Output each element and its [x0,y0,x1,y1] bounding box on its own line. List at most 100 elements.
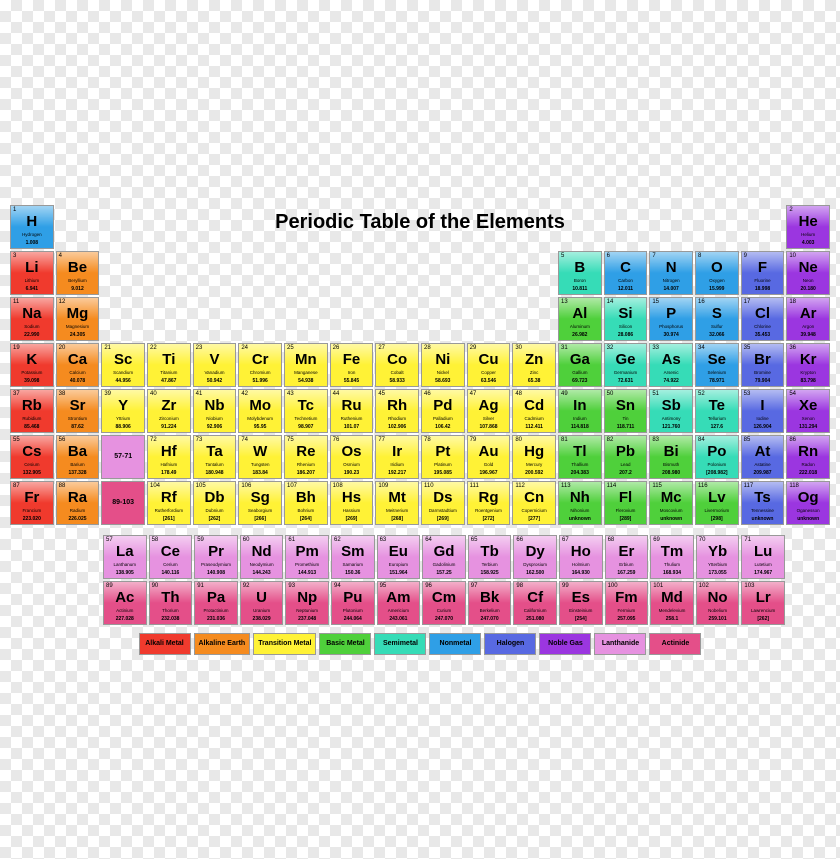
element-name: Thallium [561,463,599,468]
element-symbol: Am [380,590,418,605]
legend-basic: Basic Metal [319,633,371,655]
element-symbol: Th [152,590,190,605]
element-ru: 44RuRuthenium101.07 [330,389,374,433]
element-name: Neptunium [288,609,326,614]
element-symbol: Ds [424,490,462,505]
atomic-mass: 95.95 [241,425,279,430]
atomic-number: 96 [425,583,463,589]
atomic-number: 90 [152,583,190,589]
element-name: Rubidium [13,417,51,422]
atomic-number: 55 [13,437,51,443]
atomic-number: 84 [698,437,736,443]
element-name: Iodine [744,417,782,422]
element-rn: 86RnRadon222.018 [786,435,830,479]
element-at: 85AtAstatine209.987 [741,435,785,479]
element-symbol: Sc [104,352,142,367]
element-name: Xenon [789,417,827,422]
atomic-mass: 83.798 [789,379,827,384]
atomic-mass: 207.2 [607,471,645,476]
element-po: 84PoPolonium[208.982] [695,435,739,479]
element-symbol: Lu [744,544,782,559]
element-name: Phosphorus [652,325,690,330]
element-name: Cadmium [515,417,553,422]
atomic-mass: 112.411 [515,425,553,430]
element-name: Cesium [13,463,51,468]
element-tc: 43TcTechnetium98.907 [284,389,328,433]
atomic-number: 66 [516,537,554,543]
element-name: Iridium [378,463,416,468]
element-sn: 50SnTin118.711 [604,389,648,433]
atomic-mass: 85.468 [13,425,51,430]
element-symbol: Cr [241,352,279,367]
element-lv: 116LvLivermorium[298] [695,481,739,525]
atomic-mass: 1.008 [13,241,51,246]
element-symbol: Cs [13,444,51,459]
element-md: 101MdMendelevium258.1 [650,581,694,625]
atomic-mass: 44.956 [104,379,142,384]
element-name: Magnesium [59,325,97,330]
atomic-number: 91 [197,583,235,589]
element-symbol: C [607,260,645,275]
element-symbol: Gd [425,544,463,559]
element-ac: 89AcActinium227.028 [103,581,147,625]
element-rg: 111RgRoentgenium[272] [467,481,511,525]
atomic-mass: 157.25 [425,571,463,576]
atomic-mass: 209.987 [744,471,782,476]
atomic-mass: 208.980 [652,471,690,476]
element-name: Nitrogen [652,279,690,284]
element-ce: 58CeCerium140.116 [149,535,193,579]
element-symbol: S [698,306,736,321]
element-symbol: Mg [59,306,97,321]
atomic-number: 56 [59,437,97,443]
element-name: Carbon [607,279,645,284]
element-pb: 82PbLead207.2 [604,435,648,479]
atomic-number: 50 [607,391,645,397]
element-symbol: Rf [150,490,188,505]
atomic-mass: 51.996 [241,379,279,384]
atomic-mass: [269] [333,517,371,522]
atomic-mass: 232.038 [152,617,190,622]
element-o: 8OOxygen15.999 [695,251,739,295]
element-name: Thulium [653,563,691,568]
element-nd: 60NdNeodymium144.243 [240,535,284,579]
atomic-mass: 138.905 [106,571,144,576]
atomic-mass: 58.933 [378,379,416,384]
element-symbol: Db [196,490,234,505]
element-name: Ruthenium [333,417,371,422]
element-symbol: Cu [470,352,508,367]
atomic-mass: 54.938 [287,379,325,384]
element-name: Promethium [288,563,326,568]
element-name: Lanthanum [106,563,144,568]
element-symbol: Os [333,444,371,459]
element-name: Oxygen [698,279,736,284]
element-cs: 55CsCesium132.905 [10,435,54,479]
element-symbol: Ho [562,544,600,559]
atomic-mass: 173.055 [699,571,737,576]
element-symbol: Zn [515,352,553,367]
atomic-number: 6 [607,253,645,259]
atomic-mass: unknown [561,517,599,522]
element-pa: 91PaProtactinium231.036 [194,581,238,625]
element-symbol: Sr [59,398,97,413]
atomic-mass: 10.811 [561,287,599,292]
atomic-mass: [277] [515,517,553,522]
element-hg: 80HgMercury200.592 [512,435,556,479]
atomic-number: 70 [699,537,737,543]
element-zn: 30ZnZinc65.38 [512,343,556,387]
atomic-mass: 200.592 [515,471,553,476]
atomic-mass: [254] [562,617,600,622]
element-n: 7NNitrogen14.007 [649,251,693,295]
atomic-number: 115 [652,483,690,489]
element-name: Chromium [241,371,279,376]
atomic-number: 67 [562,537,600,543]
element-ds: 110DsDarmstadtium[269] [421,481,465,525]
element-symbol: Pb [607,444,645,459]
atomic-mass: 223.020 [13,517,51,522]
element-name: Rutherfordium [150,509,188,514]
atomic-mass: 131.294 [789,425,827,430]
element-symbol: Se [698,352,736,367]
element-ts: 117TsTennessineunknown [741,481,785,525]
element-name: Zirconium [150,417,188,422]
element-name: Sulfur [698,325,736,330]
atomic-number: 59 [197,537,235,543]
